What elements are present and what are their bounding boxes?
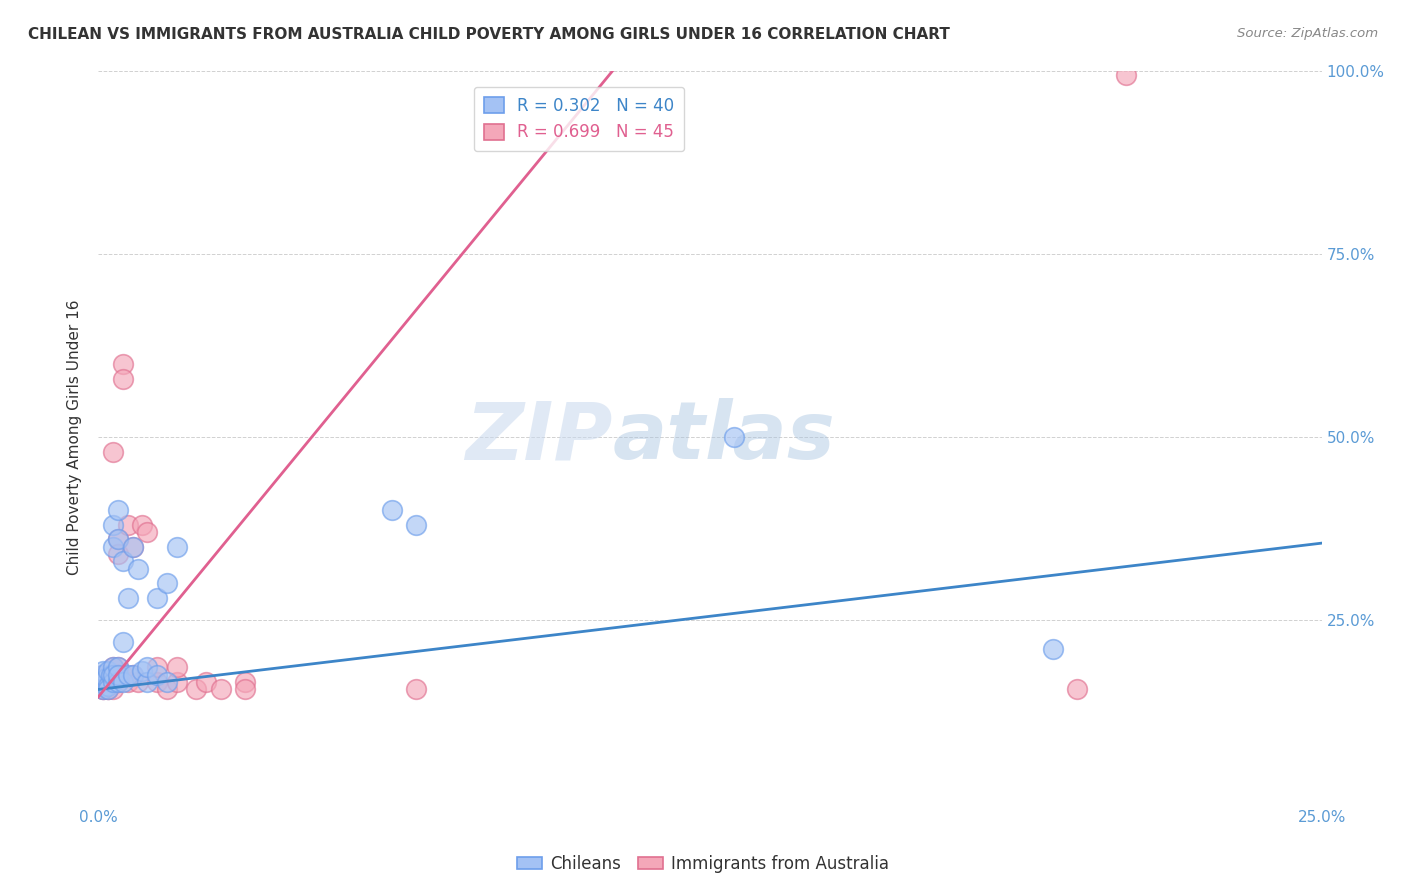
Point (91, 667, 114, 681)
Point (186, 682, 208, 697)
Point (131, 517, 153, 532)
Point (117, 675, 139, 690)
Point (101, 444, 124, 458)
Point (136, 525, 159, 540)
Point (111, 357, 134, 371)
Point (405, 682, 427, 697)
Point (111, 667, 134, 681)
Point (166, 540, 188, 554)
Point (111, 635, 134, 649)
Point (121, 540, 143, 554)
Point (97, 675, 120, 690)
Point (1115, 68, 1137, 82)
Point (121, 667, 143, 681)
Point (156, 576, 179, 591)
Point (97, 682, 120, 697)
Point (166, 660, 188, 674)
Y-axis label: Child Poverty Among Girls Under 16: Child Poverty Among Girls Under 16 (67, 300, 83, 574)
Point (107, 660, 129, 674)
Point (91, 682, 114, 697)
Point (90, 675, 112, 690)
Point (107, 675, 129, 690)
Point (127, 675, 149, 690)
Point (136, 675, 159, 690)
Point (381, 503, 404, 517)
Point (97, 682, 120, 697)
Point (107, 667, 129, 681)
Point (233, 682, 256, 697)
Point (101, 675, 124, 690)
Point (107, 533, 129, 547)
Point (111, 371, 134, 385)
Point (91, 679, 114, 693)
Point (117, 591, 139, 605)
Point (405, 517, 427, 532)
Point (121, 667, 143, 681)
Point (91, 664, 114, 678)
Point (107, 547, 129, 561)
Point (146, 591, 169, 605)
Point (101, 667, 124, 681)
Point (156, 675, 179, 690)
Point (1066, 682, 1088, 697)
Point (127, 562, 149, 576)
Point (97, 667, 120, 681)
Point (146, 675, 169, 690)
Point (94, 675, 117, 690)
Point (101, 540, 124, 554)
Point (101, 517, 124, 532)
Point (107, 675, 129, 690)
Point (111, 675, 134, 690)
Point (101, 660, 124, 674)
Point (146, 667, 169, 681)
Point (101, 660, 124, 674)
Point (107, 667, 129, 681)
Legend: R = 0.302   N = 40, R = 0.699   N = 45: R = 0.302 N = 40, R = 0.699 N = 45 (474, 87, 685, 152)
Point (1042, 642, 1064, 657)
Text: CHILEAN VS IMMIGRANTS FROM AUSTRALIA CHILD POVERTY AMONG GIRLS UNDER 16 CORRELAT: CHILEAN VS IMMIGRANTS FROM AUSTRALIA CHI… (28, 27, 950, 42)
Point (91, 667, 114, 681)
Point (91, 680, 114, 694)
Point (131, 664, 153, 678)
Point (209, 682, 232, 697)
Point (94, 672, 117, 686)
Point (136, 660, 159, 674)
Point (117, 667, 139, 681)
Point (91, 672, 114, 686)
Text: Source: ZipAtlas.com: Source: ZipAtlas.com (1237, 27, 1378, 40)
Point (101, 682, 124, 697)
Point (91, 682, 114, 697)
Point (166, 675, 188, 690)
Point (233, 675, 256, 690)
Point (107, 503, 129, 517)
Point (91, 682, 114, 697)
Text: ZIP: ZIP (465, 398, 612, 476)
Point (101, 675, 124, 690)
Point (100, 667, 122, 681)
Point (97, 679, 120, 693)
Point (97, 682, 120, 697)
Point (107, 660, 129, 674)
Legend: Chileans, Immigrants from Australia: Chileans, Immigrants from Australia (510, 848, 896, 880)
Text: atlas: atlas (612, 398, 835, 476)
Point (723, 430, 745, 444)
Point (195, 675, 218, 690)
Point (117, 517, 139, 532)
Point (100, 667, 122, 681)
Point (146, 660, 169, 674)
Point (97, 664, 120, 678)
Point (156, 682, 179, 697)
Point (121, 540, 143, 554)
Point (111, 554, 134, 568)
Point (101, 667, 124, 681)
Point (90, 675, 112, 690)
Point (107, 533, 129, 547)
